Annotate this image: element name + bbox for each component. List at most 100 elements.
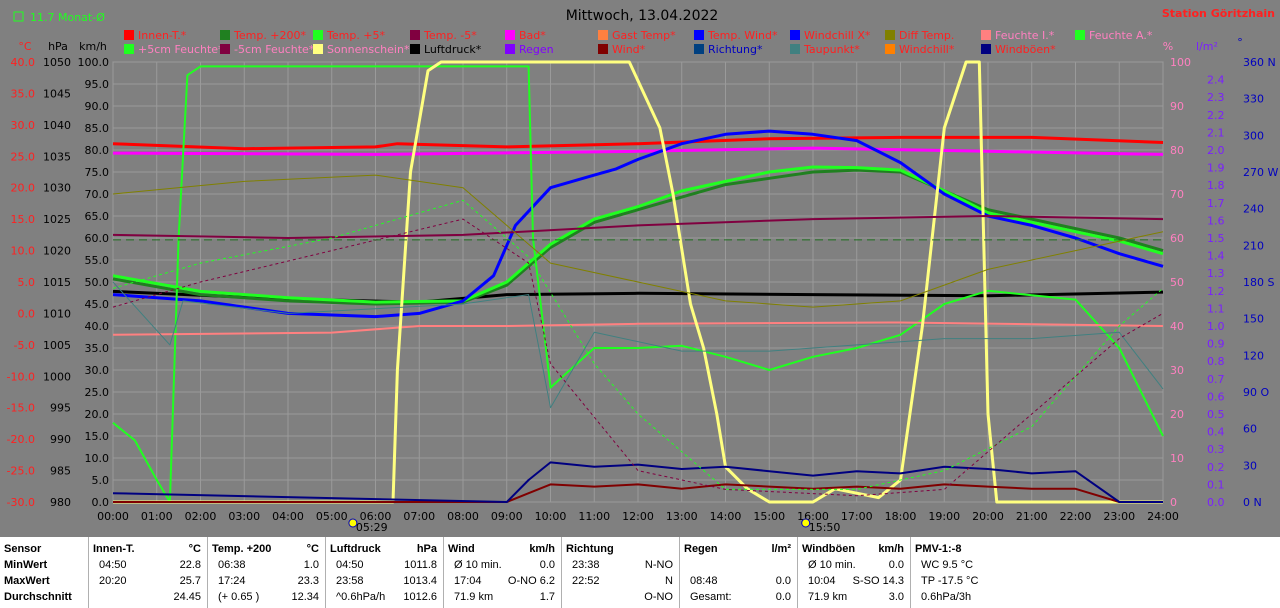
hpa-tick-label: 1010 bbox=[43, 307, 71, 320]
stats-cell-label: 23:58 bbox=[336, 575, 364, 587]
stats-cell-value: 22.8 bbox=[179, 559, 201, 571]
rain-tick-label: 0.8 bbox=[1207, 355, 1225, 368]
series-line-boeen bbox=[112, 461, 1163, 503]
stats-cell-value: 0.0 bbox=[775, 591, 791, 603]
x-tick-label: 08:00 bbox=[447, 510, 479, 523]
rain-tick-label: 1.2 bbox=[1207, 285, 1225, 298]
stats-cell-value: 0.0 bbox=[888, 559, 904, 571]
x-tick-label: 03:00 bbox=[228, 510, 260, 523]
dir-tick-label: 300 bbox=[1243, 129, 1264, 142]
legend-swatch bbox=[981, 30, 991, 40]
stats-col: PMV-1:-8 WC 9.5 °C TP -17.5 °C 0.6hPa/3h bbox=[910, 537, 1030, 608]
dir-tick-label: 30 bbox=[1243, 459, 1257, 472]
dir-tick-label: 0 N bbox=[1243, 496, 1262, 509]
legend-label: Wind* bbox=[612, 43, 646, 56]
stats-cell-label: 23:38 bbox=[572, 559, 600, 571]
x-tick-label: 22:00 bbox=[1060, 510, 1092, 523]
legend-label: Luftdruck* bbox=[424, 43, 482, 56]
stats-col: Wind km/h Ø 10 min. 0.0 17:04 O-NO 6.2 71.9 km… bbox=[443, 537, 561, 608]
stats-row-label: MinWert bbox=[4, 559, 48, 571]
legend-label: Taupunkt* bbox=[803, 43, 860, 56]
stats-cell: 24.45 bbox=[93, 589, 201, 605]
temp-tick-label: 40.0 bbox=[11, 56, 36, 69]
kmh-tick-label: 5.0 bbox=[92, 474, 110, 487]
stats-cell-value: 3.0 bbox=[888, 591, 904, 603]
x-tick-label: 14:00 bbox=[710, 510, 742, 523]
kmh-tick-label: 65.0 bbox=[85, 210, 110, 223]
stats-cell-label: Gesamt: bbox=[690, 591, 732, 603]
stats-cell-value: 12.34 bbox=[291, 591, 319, 603]
rain-tick-label: 1.8 bbox=[1207, 179, 1225, 192]
stats-cell-label: 20:20 bbox=[99, 575, 127, 587]
kmh-tick-label: 20.0 bbox=[85, 408, 110, 421]
temp-tick-label: 15.0 bbox=[11, 213, 36, 226]
rain-tick-label: 2.0 bbox=[1207, 144, 1225, 157]
hpa-tick-label: 1030 bbox=[43, 182, 71, 195]
rain-tick-label: 1.5 bbox=[1207, 232, 1225, 245]
kmh-tick-label: 40.0 bbox=[85, 320, 110, 333]
hpa-tick-label: 1035 bbox=[43, 150, 71, 163]
rain-tick-label: 1.7 bbox=[1207, 197, 1225, 210]
sunset-icon bbox=[801, 518, 811, 528]
legend-swatch bbox=[598, 44, 608, 54]
stats-cell: Ø 10 min. 0.0 bbox=[448, 557, 555, 573]
stats-col-title-text: Temp. +200 bbox=[212, 543, 272, 555]
station-name: Station Göritzhain bbox=[1162, 7, 1275, 20]
hpa-tick-label: 1040 bbox=[43, 119, 71, 132]
monat-swatch bbox=[13, 11, 24, 22]
dir-tick-label: 330 bbox=[1243, 93, 1264, 106]
series-line-minus5cm bbox=[112, 218, 1164, 497]
stats-cell-label: 04:50 bbox=[336, 559, 364, 571]
rain-tick-label: 0.9 bbox=[1207, 338, 1225, 351]
stats-col-unit: km/h bbox=[878, 543, 904, 555]
pct-tick-label: 60 bbox=[1170, 232, 1184, 245]
hpa-tick-label: 1025 bbox=[43, 213, 71, 226]
x-tick-label: 06:00 bbox=[360, 510, 392, 523]
stats-cell-value: 23.3 bbox=[297, 575, 319, 587]
stats-col-title-text: Richtung bbox=[566, 543, 614, 555]
legend-swatch bbox=[790, 44, 800, 54]
sunrise-label: 05:29 bbox=[356, 521, 388, 534]
stats-cell-value: S-SO 14.3 bbox=[852, 575, 904, 587]
stats-cell: 71.9 km 3.0 bbox=[802, 589, 904, 605]
dir-tick-label: 150 bbox=[1243, 313, 1264, 326]
legend-label: Gast Temp* bbox=[612, 29, 676, 42]
pct-tick-label: 10 bbox=[1170, 452, 1184, 465]
series-line-taupunkt bbox=[112, 281, 1164, 409]
kmh-tick-label: 70.0 bbox=[85, 188, 110, 201]
stats-col-unit: °C bbox=[306, 543, 319, 555]
temp-tick-label: 25.0 bbox=[11, 150, 36, 163]
stats-col-title: Luftdruck hPa bbox=[330, 541, 437, 557]
legend-swatch bbox=[124, 44, 134, 54]
rain-tick-label: 2.1 bbox=[1207, 126, 1225, 139]
legend-label: Richtung* bbox=[708, 43, 763, 56]
stats-cell-label: 71.9 km bbox=[454, 591, 494, 603]
kmh-tick-label: 15.0 bbox=[85, 430, 110, 443]
rain-tick-label: 0.1 bbox=[1207, 478, 1225, 491]
legend-label: +5cm Feuchte* bbox=[138, 43, 224, 56]
temp-axis-unit: °C bbox=[18, 40, 32, 53]
x-tick-label: 18:00 bbox=[885, 510, 917, 523]
stats-row-label: Durchschnitt bbox=[4, 591, 72, 603]
temp-tick-label: -25.0 bbox=[7, 465, 35, 478]
stats-cell: 06:38 1.0 bbox=[212, 557, 319, 573]
x-tick-label: 05:00 bbox=[316, 510, 348, 523]
stats-cell-value: 1.7 bbox=[539, 591, 555, 603]
x-tick-label: 24:00 bbox=[1147, 510, 1179, 523]
kmh-tick-label: 100.0 bbox=[78, 56, 110, 69]
rain-axis-unit: l/m² bbox=[1196, 40, 1218, 53]
stats-cell-value: 0.0 bbox=[539, 559, 555, 571]
stats-cell-label: 17:04 bbox=[454, 575, 482, 587]
legend-label: Temp. Wind* bbox=[707, 29, 778, 42]
monat-label: 11.7 Monat-Ø bbox=[30, 11, 105, 24]
dir-axis-unit: ° bbox=[1237, 36, 1243, 49]
stats-cell: WC 9.5 °C bbox=[915, 557, 1024, 573]
rain-tick-label: 2.2 bbox=[1207, 109, 1225, 122]
temp-tick-label: -15.0 bbox=[7, 402, 35, 415]
series-line-feuchteI bbox=[112, 321, 1164, 336]
stats-col-title-text: Regen bbox=[684, 543, 718, 555]
stats-col-title: Innen-T. °C bbox=[93, 541, 201, 557]
legend-swatch bbox=[885, 30, 895, 40]
stats-cell-label: Ø 10 min. bbox=[808, 559, 856, 571]
stats-cell: 10:04 S-SO 14.3 bbox=[802, 573, 904, 589]
